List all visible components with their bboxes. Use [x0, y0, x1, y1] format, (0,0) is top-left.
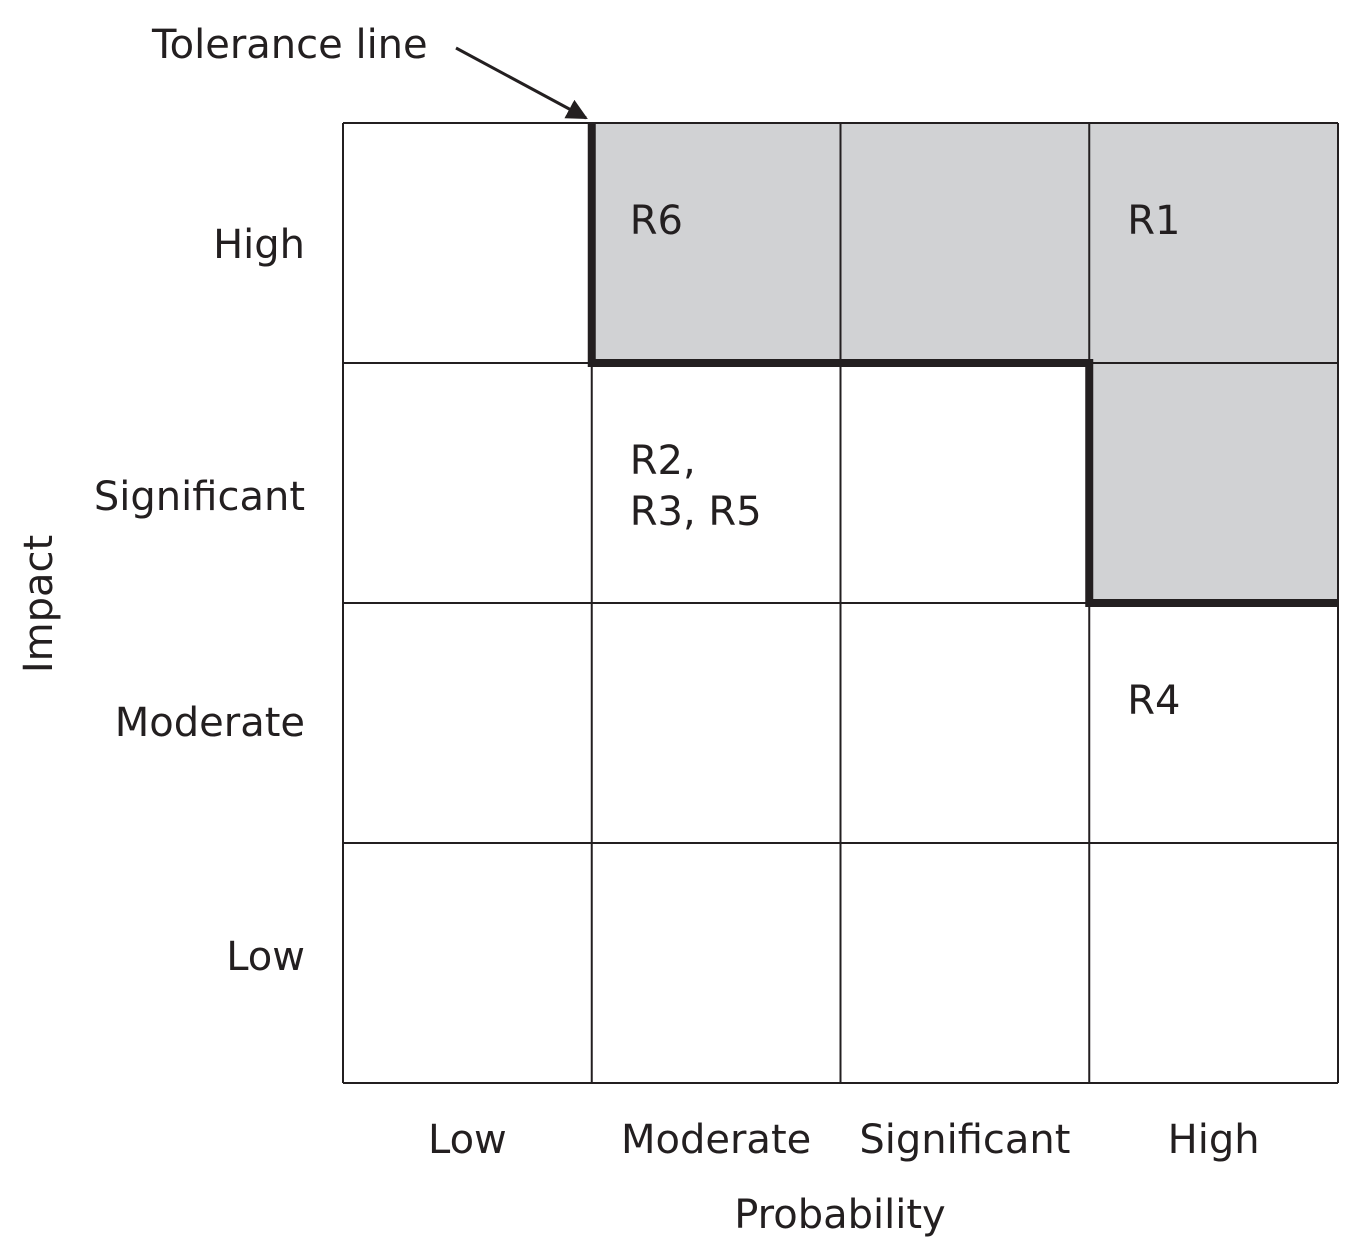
shaded-cell-1-3 — [1089, 363, 1338, 603]
cell-labels: R6 R1 R2, R3, R5 R4 — [630, 198, 1181, 724]
shaded-region — [591, 123, 1338, 603]
x-tick-label: Significant — [859, 1117, 1070, 1163]
y-axis-title: Impact — [16, 535, 62, 673]
cell-label: R1 — [1127, 198, 1180, 244]
cell-label: R2, — [630, 438, 696, 484]
axis-labels: Low Moderate Significant High High Significan… — [94, 222, 1260, 1163]
x-tick-label: Low — [428, 1117, 507, 1163]
x-tick-label: Moderate — [621, 1117, 811, 1163]
y-tick-label: Moderate — [115, 700, 305, 746]
shaded-cell-0-1 — [591, 123, 841, 363]
x-tick-label: High — [1168, 1117, 1260, 1163]
shaded-cell-0-2 — [840, 123, 1090, 363]
x-axis-title: Probability — [734, 1192, 945, 1238]
cell-label: R6 — [630, 198, 683, 244]
shaded-cell-0-3 — [1089, 123, 1338, 363]
y-tick-label: Significant — [94, 474, 305, 520]
tolerance-line-label: Tolerance line — [151, 22, 428, 68]
cell-label: R3, R5 — [630, 489, 762, 535]
tolerance-line-arrow — [455, 46, 588, 120]
y-tick-label: High — [213, 222, 305, 268]
tolerance-line — [587, 123, 1338, 607]
y-tick-label: Low — [226, 934, 305, 980]
tolerance-line-path — [587, 123, 1338, 607]
cell-label: R4 — [1127, 678, 1180, 724]
